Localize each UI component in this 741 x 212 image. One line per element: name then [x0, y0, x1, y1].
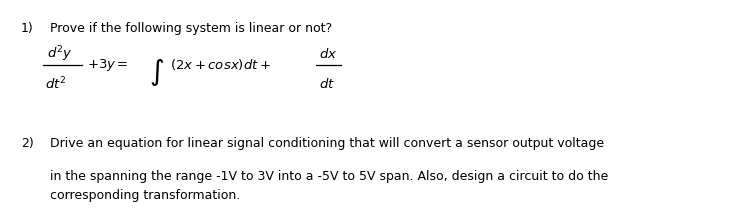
Text: in the spanning the range -1V to 3V into a -5V to 5V span. Also, design a circui: in the spanning the range -1V to 3V into… — [50, 170, 608, 183]
Text: $(2x + cosx)dt +$: $(2x + cosx)dt +$ — [170, 57, 270, 72]
Text: Drive an equation for linear signal conditioning that will convert a sensor outp: Drive an equation for linear signal cond… — [50, 137, 605, 150]
Text: $dt^2$: $dt^2$ — [45, 75, 67, 92]
Text: $dt$: $dt$ — [319, 77, 336, 91]
Text: 1): 1) — [21, 22, 33, 35]
Text: $d^2y$: $d^2y$ — [47, 44, 73, 64]
Text: $dx$: $dx$ — [319, 47, 337, 61]
Text: Prove if the following system is linear or not?: Prove if the following system is linear … — [50, 22, 333, 35]
Text: $+ 3y =$: $+ 3y =$ — [87, 57, 129, 73]
Text: 2): 2) — [21, 137, 33, 150]
Text: corresponding transformation.: corresponding transformation. — [50, 189, 241, 202]
Text: $\int$: $\int$ — [149, 56, 165, 88]
